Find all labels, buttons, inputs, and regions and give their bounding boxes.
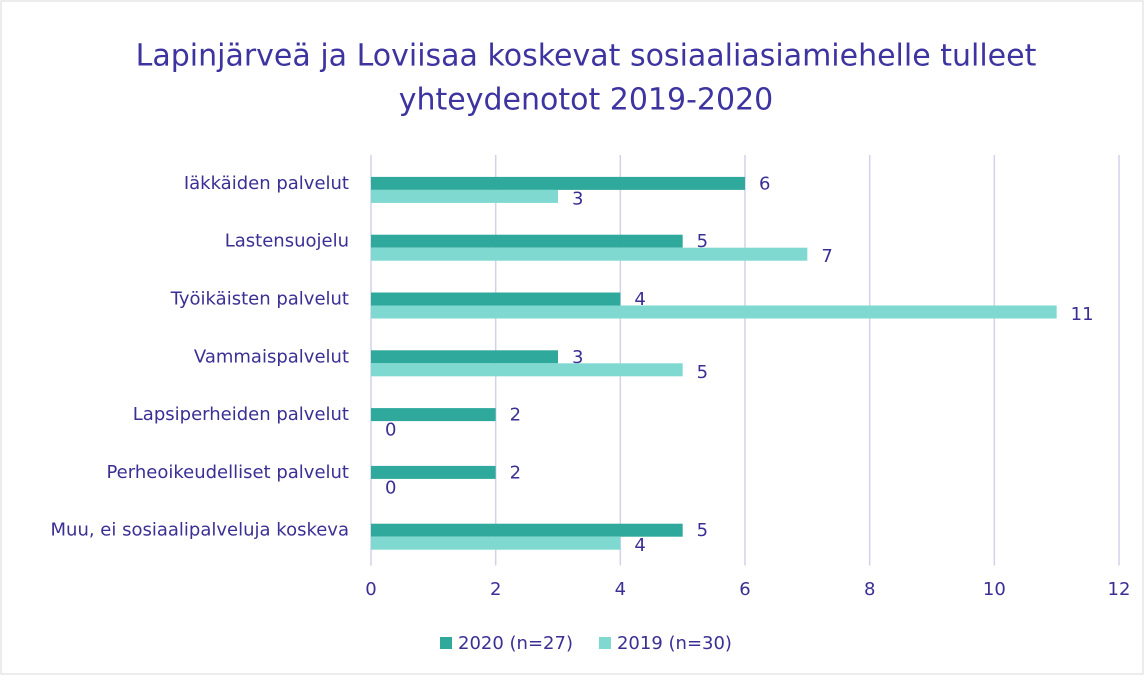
bar — [371, 189, 558, 203]
data-label: 2 — [510, 462, 521, 483]
x-tick-label: 2 — [490, 579, 501, 600]
bar — [371, 305, 1057, 319]
data-label: 3 — [572, 188, 583, 209]
data-label: 5 — [697, 362, 708, 383]
bar — [371, 363, 683, 377]
bar — [371, 292, 621, 306]
data-label: 0 — [385, 420, 396, 441]
y-tick-label: Perheoikeudelliset palvelut — [106, 462, 349, 483]
y-tick-label: Lastensuojelu — [225, 231, 349, 252]
data-label: 11 — [1071, 304, 1094, 325]
x-tick-label: 6 — [739, 579, 750, 600]
data-label: 0 — [385, 477, 396, 498]
chart-title: yhteydenotot 2019-2020 — [399, 83, 774, 118]
bar — [371, 536, 621, 550]
legend-label: 2019 (n=30) — [617, 633, 732, 654]
legend-swatch — [598, 637, 611, 649]
data-label: 6 — [759, 173, 770, 194]
y-tick-label: Vammaispalvelut — [194, 346, 349, 367]
bar — [371, 465, 496, 479]
bar — [371, 247, 808, 261]
data-label: 2 — [510, 405, 521, 426]
y-tick-label: Muu, ei sosiaalipalveluja koskeva — [51, 520, 349, 541]
y-tick-label: Työikäisten palvelut — [170, 289, 349, 310]
bar — [371, 234, 683, 248]
y-tick-label: Iäkkäiden palvelut — [184, 173, 349, 194]
x-tick-label: 10 — [983, 579, 1006, 600]
legend-label: 2020 (n=27) — [458, 633, 573, 654]
bar — [371, 408, 496, 422]
x-tick-label: 8 — [864, 579, 875, 600]
data-label: 4 — [634, 289, 645, 310]
chart-title: Lapinjärveä ja Loviisaa koskevat sosiaal… — [136, 39, 1037, 74]
data-label: 7 — [821, 246, 832, 267]
legend-swatch — [440, 637, 452, 649]
y-tick-label: Lapsiperheiden palvelut — [133, 404, 349, 425]
data-label: 5 — [697, 520, 708, 541]
data-label: 3 — [572, 347, 583, 368]
x-tick-label: 12 — [1108, 579, 1131, 600]
bar — [371, 350, 558, 364]
data-label: 4 — [634, 535, 645, 556]
bar — [371, 523, 683, 537]
bar — [371, 176, 745, 190]
data-label: 5 — [697, 231, 708, 252]
x-tick-label: 0 — [365, 579, 376, 600]
x-tick-label: 4 — [615, 579, 626, 600]
